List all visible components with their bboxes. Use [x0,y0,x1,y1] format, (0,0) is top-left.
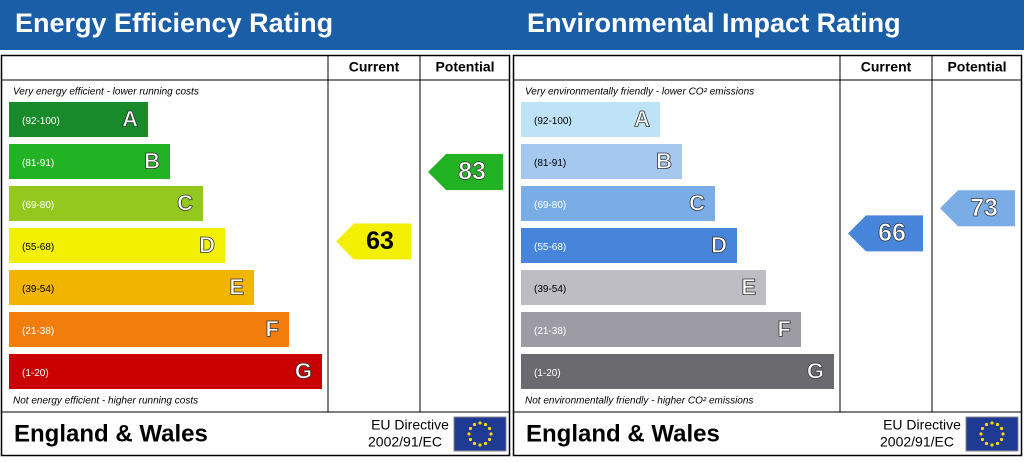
eu-star [468,437,473,442]
panel-title: Environmental Impact Rating [527,8,901,38]
rating-band [9,354,322,389]
band-letter: B [144,148,160,173]
band-letter: D [711,232,727,257]
rating-band [521,270,766,305]
rating-value: 66 [878,219,906,247]
current-header: Current [349,59,400,75]
eu-star [980,437,985,442]
band-range: (55-68) [22,242,54,253]
eu-star [995,422,1000,427]
band-range: (69-80) [534,200,566,211]
rating-arrow [336,223,411,260]
band-letter: E [741,274,756,299]
band-letter: F [266,316,279,341]
directive: EU Directive [883,417,961,433]
current-header: Current [861,59,912,75]
eu-star [478,443,482,447]
panel-title: Energy Efficiency Rating [15,8,333,38]
eu-star [468,426,473,431]
band-range: (69-80) [22,200,54,211]
rating-band [521,144,682,179]
band-letter: B [656,148,672,173]
band-range: (21-38) [534,326,566,337]
band-letter: G [295,358,312,383]
rating-band [521,228,737,263]
band-range: (81-91) [22,158,54,169]
band-letter: G [807,358,824,383]
band-range: (1-20) [22,368,49,379]
eu-star [990,443,994,447]
potential-header: Potential [435,59,494,75]
band-letter: A [634,106,650,131]
eu-star [995,441,1000,446]
band-range: (21-38) [22,326,54,337]
band-range: (92-100) [534,116,572,127]
potential-header: Potential [947,59,1006,75]
eu-star [467,432,471,436]
rating-band [9,312,289,347]
rating-band [521,312,801,347]
rating-value: 83 [458,158,486,186]
eu-star [984,422,989,427]
rating-band [9,186,203,221]
band-range: (39-54) [22,284,54,295]
eu-star [483,441,488,446]
rating-value: 63 [366,227,394,255]
eu-star [990,421,994,425]
top-note: Very energy efficient - lower running co… [13,87,199,98]
rating-band [9,144,170,179]
eu-star [1001,432,1005,436]
table-frame [512,54,1023,457]
rating-band [9,270,254,305]
eu-star [487,437,492,442]
band-letter: E [229,274,244,299]
directive-code: 2002/91/EC [368,434,442,450]
band-range: (81-91) [534,158,566,169]
directive: EU Directive [371,417,449,433]
bottom-note: Not environmentally friendly - higher CO… [525,396,753,407]
band-letter: A [122,106,138,131]
rating-arrow [848,215,923,252]
rating-value: 73 [970,194,998,222]
band-letter: C [177,190,193,215]
top-note: Very environmentally friendly - lower CO… [525,87,754,98]
region: England & Wales [526,420,720,447]
rating-band [521,354,834,389]
rating-band [521,186,715,221]
eu-star [472,422,477,427]
header-bar [0,0,512,50]
band-range: (55-68) [534,242,566,253]
eu-star [984,441,989,446]
rating-arrow [428,154,503,190]
bottom-note: Not energy efficient - higher running co… [13,396,198,407]
rating-band [9,228,225,263]
eu-star [478,421,482,425]
rating-band [9,102,148,137]
band-range: (92-100) [22,116,60,127]
band-range: (39-54) [534,284,566,295]
band-letter: C [689,190,705,215]
eu-star [999,426,1004,431]
band-letter: D [199,232,215,257]
eu-star [487,426,492,431]
eu-star [472,441,477,446]
header-bar [512,0,1024,50]
region: England & Wales [14,420,208,447]
eu-star [979,432,983,436]
eu-star [999,437,1004,442]
rating-band [521,102,660,137]
eu-star [489,432,493,436]
eu-star [980,426,985,431]
directive-code: 2002/91/EC [880,434,954,450]
eu-star [483,422,488,427]
band-range: (1-20) [534,368,561,379]
band-letter: F [778,316,791,341]
table-frame [0,54,511,457]
rating-arrow [940,190,1015,227]
